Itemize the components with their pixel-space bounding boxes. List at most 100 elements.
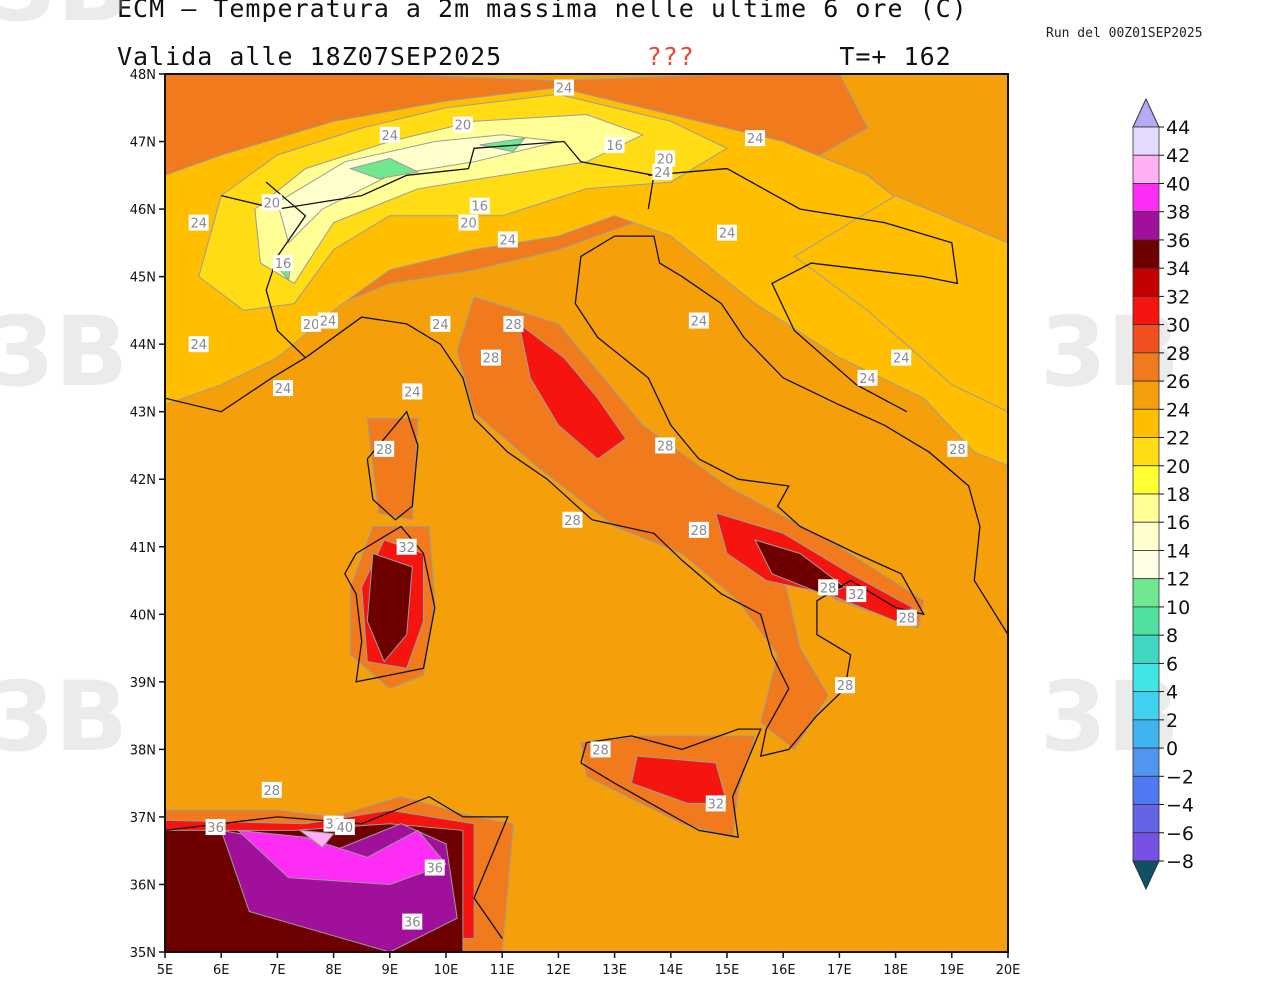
coast-sicily (580, 728, 762, 838)
contour-label-box (655, 150, 676, 167)
colorbar-label: 18 (1166, 484, 1190, 506)
contour-label: 40 (337, 821, 354, 836)
forecast-lead: T=+ 162 (839, 42, 952, 71)
contour-label-box (379, 126, 400, 143)
contour-label: 16 (275, 257, 292, 272)
contour-label: 24 (691, 315, 708, 330)
colorbar-label: 0 (1166, 738, 1178, 760)
contour-label-box (846, 586, 867, 603)
contour-label: 24 (190, 338, 207, 353)
contour-label-box (458, 214, 479, 231)
lon-tick-label: 11E (490, 963, 515, 978)
contour-label: 24 (859, 372, 876, 387)
colorbar-label: 6 (1166, 653, 1178, 675)
contour-label-box (590, 741, 611, 758)
lat-tick-label: 42N (130, 473, 156, 488)
colorbar-label: 26 (1166, 371, 1190, 393)
contour-label: 20 (657, 152, 674, 167)
colorbar-label: −8 (1166, 851, 1194, 873)
contour-label: 24 (432, 318, 449, 333)
lat-tick-label: 48N (130, 68, 156, 83)
colorbar-swatch (1132, 634, 1160, 664)
colorbar-swatch (1132, 126, 1160, 156)
colorbar-label: 24 (1166, 399, 1190, 421)
contour-label-box (273, 380, 294, 397)
field-apennine-30 (518, 322, 627, 460)
contour-label-box (424, 859, 445, 876)
contour-label-box (469, 197, 490, 214)
contour-label-box (480, 349, 501, 366)
contour-label-box (717, 224, 737, 241)
colorbar-label: −4 (1166, 795, 1194, 817)
contour-label: 36 (426, 862, 443, 877)
colorbar-swatch (1132, 521, 1160, 551)
contour-label-box (430, 315, 451, 332)
lon-tick-label: 5E (157, 963, 174, 978)
colorbar-label: −6 (1166, 823, 1194, 845)
contour-label-box (652, 163, 673, 180)
colorbar-swatch (1132, 832, 1160, 862)
contour-label: 24 (500, 233, 517, 248)
contour-label-box (334, 819, 355, 836)
colorbar-label: 16 (1166, 512, 1190, 534)
contour-label: 36 (207, 821, 224, 836)
border-alps (265, 181, 307, 359)
lat-tick-label: 47N (130, 136, 156, 151)
colorbar-swatch (1132, 550, 1160, 580)
contour-label-box (554, 79, 575, 96)
colorbar-label: 30 (1166, 315, 1190, 337)
contour-label-box (273, 255, 294, 272)
contour-label-box (402, 383, 423, 400)
contour-label-box (604, 136, 625, 153)
contour-label-box (188, 336, 209, 353)
contour-label-box (497, 231, 518, 248)
contour-label: 28 (949, 443, 966, 458)
contour-label: 28 (691, 524, 708, 539)
colorbar-swatch (1132, 606, 1160, 636)
contour-label-box (688, 312, 709, 329)
watermark-logo: 3B (0, 661, 128, 773)
colorbar-label: 22 (1166, 428, 1190, 450)
coast-france (165, 357, 306, 413)
contour-label: 24 (404, 385, 421, 400)
contour-label-box (705, 795, 726, 812)
border-balkans (648, 167, 959, 413)
lon-tick-label: 7E (269, 963, 286, 978)
axis-ticks: 5E 6E 7E 8E 9E 10E 11E 12E 13E 14E 15E 16E 17E 18E 19E… (130, 68, 1021, 978)
border-swiss (221, 140, 655, 210)
lon-tick-label: 8E (325, 963, 342, 978)
colorbar-label: 14 (1166, 540, 1190, 562)
lon-tick-label: 12E (546, 963, 571, 978)
contour-label: 32 (707, 797, 724, 812)
colorbar-swatch (1132, 437, 1160, 467)
contour-label-box (317, 312, 338, 329)
contour-label: 24 (275, 382, 292, 397)
contour-label: 16 (471, 200, 488, 215)
contour-label-box (857, 369, 878, 386)
lon-tick-label: 9E (382, 963, 399, 978)
contour-label: 28 (564, 514, 581, 529)
colorbar-swatch (1132, 493, 1160, 523)
lat-tick-label: 37N (130, 811, 156, 826)
contour-label-box (835, 677, 856, 694)
colorbar-label: 2 (1166, 710, 1178, 732)
colorbar-swatch (1132, 578, 1160, 608)
contour-label-box (402, 913, 423, 930)
contour-label: 24 (556, 82, 573, 97)
coast-italy (305, 235, 1008, 757)
lon-tick-label: 14E (658, 963, 683, 978)
contour-label-box (396, 538, 417, 555)
lat-tick-label: 38N (130, 743, 156, 758)
colorbar-label: 44 (1166, 117, 1190, 139)
colorbar-bottom-arrow (1132, 860, 1160, 891)
contour-label: 20 (303, 318, 320, 333)
lat-tick-label: 46N (130, 203, 156, 218)
contour-label-box (261, 781, 282, 798)
colorbar-label: 12 (1166, 569, 1190, 591)
colorbar-label: 36 (1166, 230, 1190, 252)
lon-tick-label: 16E (771, 963, 796, 978)
colorbar-swatch (1132, 775, 1160, 805)
